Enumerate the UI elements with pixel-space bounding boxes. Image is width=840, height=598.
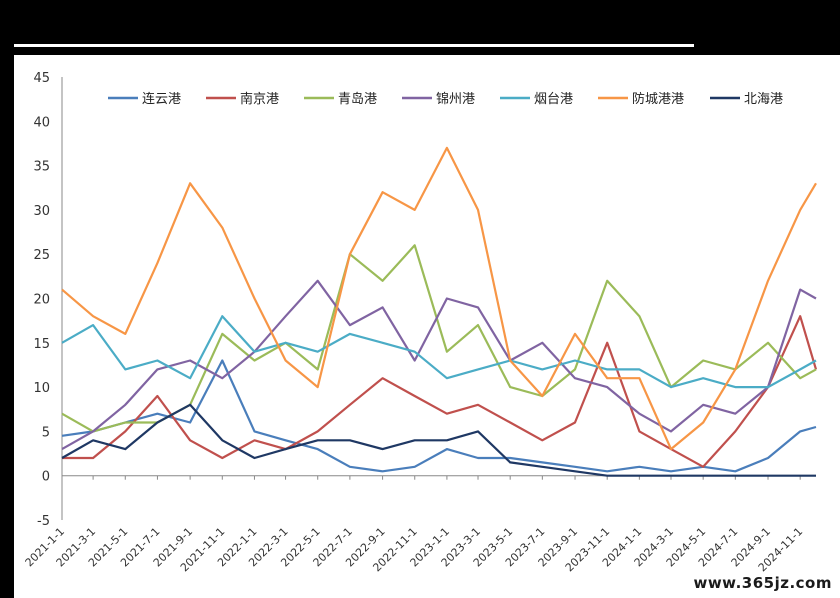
y-tick-label: 40 [33,115,50,130]
x-axis: 2021-1-12021-3-12021-5-12021-7-12021-9-1… [23,475,816,574]
legend: 连云港 南京港 青岛港 锦州港 烟台港 防城港港 北海港 [108,91,783,107]
series-line-6 [61,146,817,451]
y-tick-label: 45 [33,71,50,86]
legend-label: 南京港 [240,91,279,107]
y-tick-label: 15 [33,337,50,352]
series-line-3 [61,244,817,433]
series-line-4 [61,279,817,451]
y-tick-label: 20 [33,293,50,308]
chart-area [14,55,840,598]
series-lines [61,146,818,477]
series-line-7 [61,403,816,477]
series-line-1 [61,359,817,473]
y-tick-label: -5 [37,514,50,529]
legend-label: 防城港港 [632,91,684,107]
legend-label: 连云港 [142,91,181,107]
legend-label: 锦州港 [436,92,475,107]
y-tick-label: 10 [33,381,50,396]
legend-label: 烟台港 [534,92,573,107]
y-tick-label: 35 [33,160,50,175]
y-tick-label: 25 [33,248,50,263]
legend-label: 青岛港 [338,91,377,107]
watermark-text: www.365jz.com [693,574,832,592]
y-tick-label: 0 [42,470,50,485]
y-axis: -5 0 5 10 15 20 25 30 35 40 45 [33,71,63,529]
legend-label: 北海港 [744,92,783,107]
y-tick-label: 5 [42,425,50,440]
y-tick-label: 30 [33,204,50,219]
header-rule [14,44,694,47]
series-line-5 [61,315,817,389]
series-line-2 [62,315,818,468]
